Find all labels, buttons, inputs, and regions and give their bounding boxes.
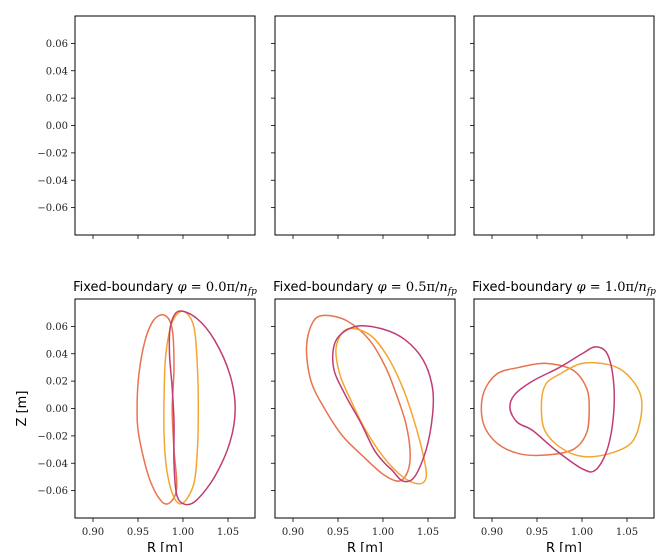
boundary-curve-0 xyxy=(480,362,590,457)
y-tick-label: −0.02 xyxy=(37,148,68,159)
boundary-curve-2 xyxy=(331,324,435,483)
y-tick-label: 0.02 xyxy=(46,94,68,105)
boundary-curve-2 xyxy=(168,310,236,506)
x-tick-label: 0.95 xyxy=(526,527,548,538)
title-n: n xyxy=(239,280,247,295)
x-tick-label: 0.95 xyxy=(127,527,149,538)
title-phi: φ xyxy=(178,280,188,295)
title-sub: fp xyxy=(447,287,457,297)
x-tick-label: 1.00 xyxy=(571,527,593,538)
boundary-curve-2 xyxy=(509,346,616,473)
x-tick-label: 1.00 xyxy=(172,527,194,538)
axes-frame xyxy=(473,15,655,236)
x-tick-label: 0.90 xyxy=(282,527,304,538)
y-tick-label: 0.04 xyxy=(46,66,68,77)
boundary-curve-1 xyxy=(163,310,200,505)
x-tick-label: 1.05 xyxy=(417,527,439,538)
panel-title: Fixed-boundary φ = 0.5π/nfp xyxy=(273,280,457,297)
panel-1-1: 0.90 0.95 1.00 1.05 R [m] Fixed-boundary φ = … xyxy=(271,280,457,552)
x-tick-label: 1.00 xyxy=(372,527,394,538)
title-eq: = 1.0π/ xyxy=(586,280,639,295)
panel-title: Fixed-boundary φ = 0.0π/nfp xyxy=(73,280,257,297)
boundary-curve-0 xyxy=(305,314,411,482)
axes-frame xyxy=(74,15,256,236)
y-tick-label: 0.04 xyxy=(46,349,68,360)
axes-frame xyxy=(74,298,256,519)
panel-0-1 xyxy=(271,15,456,239)
boundary-curve-0 xyxy=(136,314,178,505)
x-tick-label: 0.90 xyxy=(481,527,503,538)
x-axis-label: R [m] xyxy=(147,541,183,552)
x-axis-label: R [m] xyxy=(347,541,383,552)
y-tick-label: 0.00 xyxy=(46,404,68,415)
panel-0-2 xyxy=(470,15,655,239)
title-prefix: Fixed-boundary xyxy=(273,280,377,295)
x-tick-label: 0.90 xyxy=(82,527,104,538)
y-axis-label: Z [m] xyxy=(15,391,30,427)
y-tick-label: −0.06 xyxy=(37,203,68,214)
title-eq: = 0.5π/ xyxy=(387,280,440,295)
y-tick-label: −0.04 xyxy=(37,176,68,187)
boundary-curve-1 xyxy=(540,361,643,458)
x-tick-label: 1.05 xyxy=(616,527,638,538)
title-n: n xyxy=(439,280,447,295)
title-sub: fp xyxy=(646,287,656,297)
y-tick-label: 0.06 xyxy=(46,322,68,333)
title-sub: fp xyxy=(247,287,257,297)
x-tick-label: 1.05 xyxy=(217,527,239,538)
panel-0-0: 0.06 0.04 0.02 0.00 −0.02 −0.04 −0.06 xyxy=(37,15,256,239)
title-phi: φ xyxy=(577,280,587,295)
panel-1-0: 0.90 0.95 1.00 1.05 0.06 0.04 0.02 0.00 −0.02 −0.… xyxy=(15,280,257,552)
y-tick-label: −0.02 xyxy=(37,431,68,442)
title-eq: = 0.0π/ xyxy=(187,280,240,295)
x-axis-label: R [m] xyxy=(546,541,582,552)
boundary-curve-1 xyxy=(335,327,428,485)
title-n: n xyxy=(638,280,646,295)
panel-title: Fixed-boundary φ = 1.0π/nfp xyxy=(472,280,656,297)
y-tick-label: −0.06 xyxy=(37,486,68,497)
y-tick-label: 0.06 xyxy=(46,39,68,50)
title-prefix: Fixed-boundary xyxy=(73,280,177,295)
title-prefix: Fixed-boundary xyxy=(472,280,576,295)
y-tick-label: 0.02 xyxy=(46,377,68,388)
y-tick-label: −0.04 xyxy=(37,459,68,470)
axes-frame xyxy=(274,15,456,236)
title-phi: φ xyxy=(378,280,388,295)
panel-1-2: 0.90 0.95 1.00 1.05 R [m] Fixed-boundary φ = … xyxy=(470,280,656,552)
y-tick-label: 0.00 xyxy=(46,121,68,132)
axes-frame xyxy=(473,298,655,519)
x-tick-label: 0.95 xyxy=(327,527,349,538)
